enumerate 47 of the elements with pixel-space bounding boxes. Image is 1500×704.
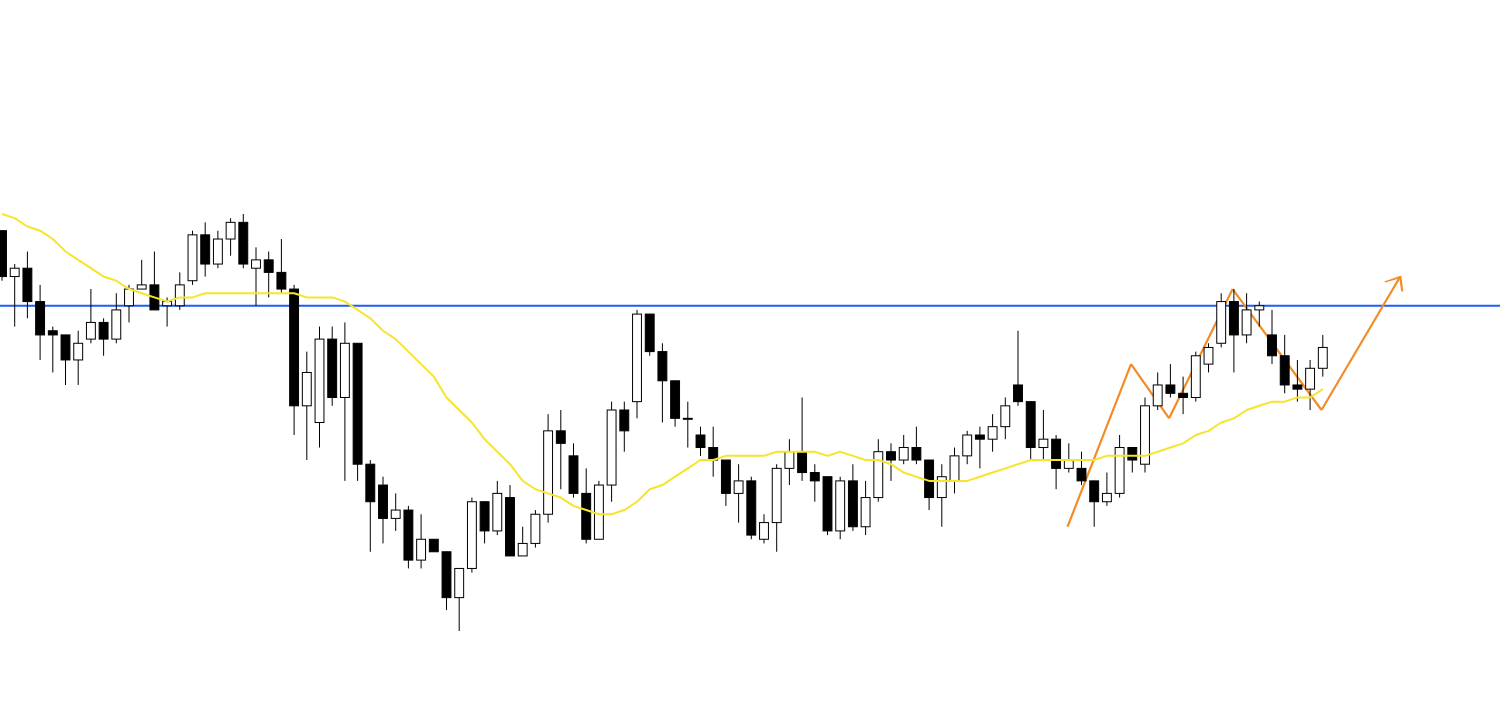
candlestick xyxy=(263,251,274,298)
candlestick xyxy=(1152,371,1163,411)
candlestick xyxy=(886,442,896,482)
candlestick xyxy=(1203,342,1214,373)
candlestick xyxy=(784,438,795,486)
candlestick xyxy=(251,246,261,307)
candlestick xyxy=(1292,359,1303,403)
candlestick xyxy=(98,317,109,357)
candlestick xyxy=(936,463,947,528)
candlestick xyxy=(1000,396,1011,440)
candlestick xyxy=(136,259,147,290)
candlestick xyxy=(1267,309,1277,365)
candlestick xyxy=(1317,334,1328,378)
candlestick xyxy=(797,396,808,482)
candlestick xyxy=(225,217,236,257)
candlestick xyxy=(9,263,20,328)
candlestick xyxy=(695,426,706,457)
candlestick xyxy=(1076,451,1087,486)
candlestick xyxy=(85,288,96,344)
candlestick xyxy=(124,284,134,323)
candlestick xyxy=(517,526,528,557)
candlestick xyxy=(1038,409,1049,461)
candlestick xyxy=(987,413,998,453)
candlestick xyxy=(682,401,693,449)
candlestick xyxy=(1165,363,1176,398)
candlestick xyxy=(619,401,630,453)
candlestick xyxy=(1254,301,1265,328)
candlestick xyxy=(73,330,84,386)
candlestick xyxy=(47,326,58,373)
candlestick xyxy=(809,463,820,503)
candlestick xyxy=(1178,376,1189,415)
candlestick xyxy=(733,463,744,524)
candlestick xyxy=(911,426,922,465)
candlestick xyxy=(1101,472,1112,507)
candlestick xyxy=(174,271,185,311)
candlestick xyxy=(759,513,769,544)
candlestick xyxy=(1013,330,1023,407)
candlestick xyxy=(276,238,287,294)
candlestick xyxy=(708,426,719,478)
candlestick xyxy=(1089,480,1100,528)
candlestick xyxy=(898,434,909,465)
candlestick xyxy=(962,430,973,465)
candlestick xyxy=(1305,359,1316,411)
candlestick xyxy=(974,426,985,469)
candlestick xyxy=(416,513,427,569)
candlestick xyxy=(555,409,566,490)
candlestick xyxy=(390,492,401,532)
